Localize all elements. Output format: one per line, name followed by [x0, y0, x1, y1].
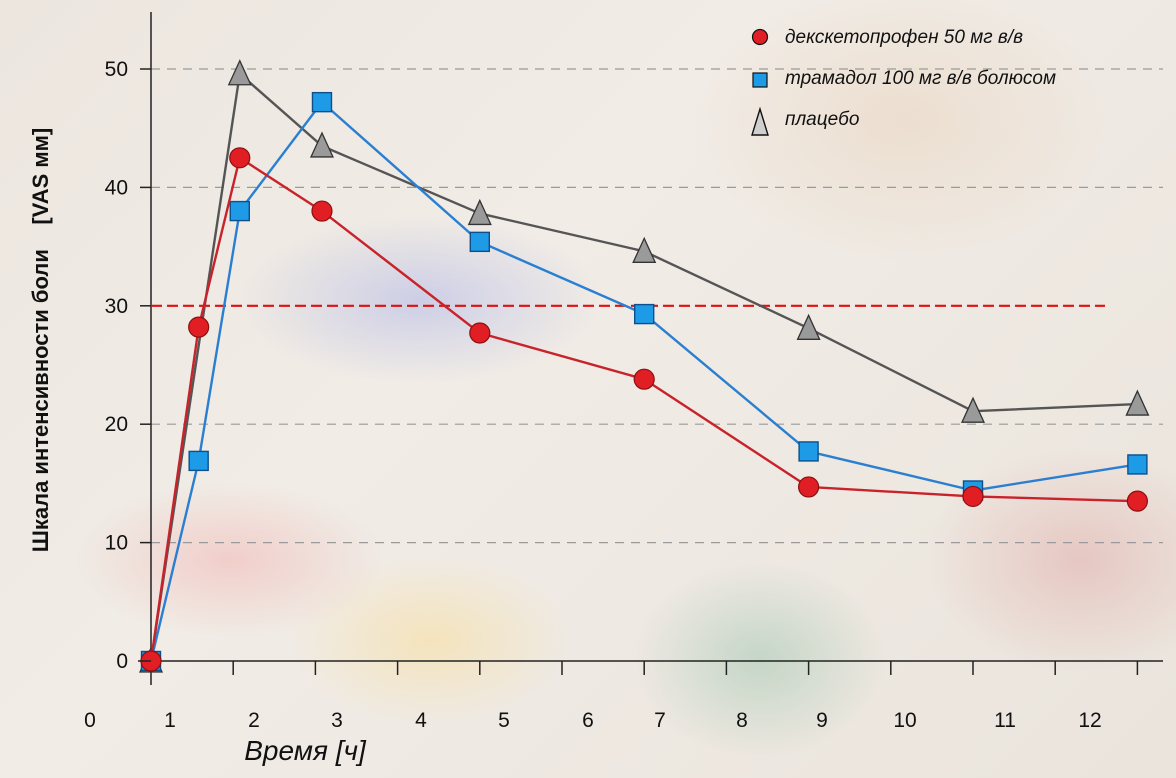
data-point-triangle — [227, 59, 252, 86]
x-tick-label: 2 — [248, 709, 260, 732]
data-point-circle — [469, 322, 491, 344]
data-point-triangle — [632, 236, 657, 263]
data-point-square — [311, 91, 333, 113]
legend-marker-triangle — [751, 106, 769, 136]
legend-marker-circle — [751, 28, 769, 46]
x-tick-label: 4 — [415, 709, 427, 732]
data-point-square — [1127, 454, 1148, 475]
y-tick-label: 50 — [105, 58, 128, 81]
series-layer — [138, 59, 1150, 673]
data-point-circle — [311, 200, 333, 222]
y-tick-label: 20 — [105, 413, 128, 436]
data-point-circle — [229, 147, 251, 169]
axes-layer — [138, 12, 1163, 685]
data-point-circle — [188, 316, 210, 338]
y-tick-label: 0 — [116, 650, 128, 673]
legend-entry-label: трамадол 100 мг в/в болюсом — [785, 68, 1056, 89]
x-tick-label: 10 — [893, 709, 916, 732]
data-point-triangle — [309, 131, 334, 158]
x-axis-label: Время [ч] — [244, 735, 367, 766]
legend-entry-label: декскетопрофен 50 мг в/в — [785, 27, 1023, 48]
data-point-circle — [797, 476, 820, 498]
data-point-triangle — [1125, 389, 1150, 416]
legend-marker-square — [752, 72, 768, 88]
y-tick-label: 10 — [105, 532, 128, 555]
series-circle — [140, 147, 1149, 672]
data-point-square — [229, 200, 250, 222]
y-tick-label: 40 — [105, 176, 128, 199]
x-tick-label: 0 — [84, 709, 96, 732]
y-tick-label: 30 — [105, 295, 128, 318]
x-tick-label: 5 — [498, 709, 510, 732]
y-axis-label: Шкала интенсивности боли [VAS мм] — [28, 128, 53, 553]
series-triangle — [138, 59, 1150, 673]
data-point-triangle — [467, 198, 492, 226]
x-tick-label: 12 — [1078, 709, 1101, 732]
data-point-square — [634, 303, 655, 325]
data-point-square — [469, 231, 490, 253]
legend-entry-label: плацебо — [785, 109, 859, 130]
x-tick-label: 1 — [164, 709, 176, 732]
data-point-square — [798, 441, 819, 462]
x-tick-label: 7 — [654, 709, 666, 732]
x-tick-label: 6 — [582, 709, 594, 732]
data-point-triangle — [960, 396, 986, 423]
grid-layer — [151, 68, 1163, 544]
data-point-circle — [1126, 490, 1149, 512]
data-point-square — [188, 450, 209, 472]
x-tick-label: 9 — [816, 709, 828, 732]
legend: декскетопрофен 50 мг в/в трамадол 100 мг … — [751, 27, 1056, 136]
data-point-triangle — [796, 313, 821, 340]
series-line-triangle — [149, 72, 1138, 662]
x-tick-label: 3 — [331, 709, 343, 732]
data-point-circle — [962, 485, 984, 508]
x-tick-label: 8 — [736, 709, 748, 732]
data-point-circle — [633, 368, 655, 390]
x-tick-label: 11 — [994, 709, 1016, 732]
